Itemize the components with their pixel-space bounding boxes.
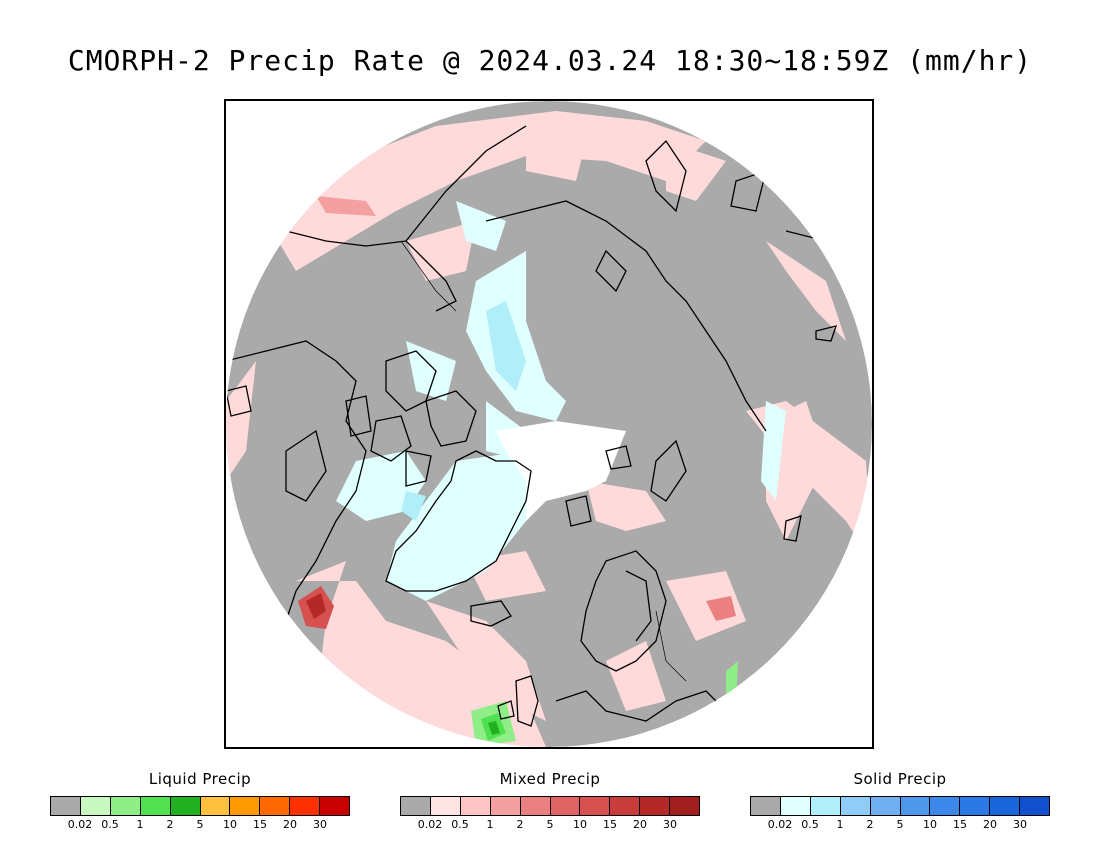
legend-tick-label: 5 (896, 818, 904, 831)
legend-swatches (750, 796, 1050, 816)
legend-swatches (400, 796, 700, 816)
legend-swatch (260, 797, 291, 815)
legend-title: Liquid Precip (148, 770, 252, 788)
legend-swatches (50, 796, 350, 816)
legend-swatch (320, 797, 350, 815)
legend-tick-label: 5 (546, 818, 554, 831)
legend-tick-label: 15 (253, 818, 267, 831)
legend-title: Solid Precip (853, 770, 947, 788)
legend-tick-label: 10 (573, 818, 587, 831)
legend-ticks: 0.02 0.5 1 2 5 10 15 20 30 (50, 818, 350, 832)
legend-swatch (840, 797, 871, 815)
legend-tick-label: 1 (136, 818, 144, 831)
legend-title: Mixed Precip (499, 770, 601, 788)
legend-swatch (900, 797, 931, 815)
legend-solid-precip: Solid Precip 0.02 0.5 1 2 5 10 15 20 30 (750, 770, 1050, 832)
legend-tick-label: 10 (223, 818, 237, 831)
legend-tick-label: 15 (603, 818, 617, 831)
polar-no-data-area (496, 421, 626, 521)
legend-tick-label: 10 (923, 818, 937, 831)
legend-tick-label: 2 (516, 818, 524, 831)
legend-swatch (870, 797, 901, 815)
legend-tick-label: 0.5 (101, 818, 119, 831)
legend-swatch (751, 797, 781, 815)
legend-tick-label: 20 (983, 818, 997, 831)
legend-swatch (401, 797, 431, 815)
polar-map (224, 99, 874, 749)
legend-swatch (610, 797, 641, 815)
legend-tick-label: 0.02 (417, 818, 443, 831)
legend-ticks: 0.02 0.5 1 2 5 10 15 20 30 (750, 818, 1050, 832)
precip-map-svg (226, 101, 872, 747)
legend-swatch (520, 797, 551, 815)
legend-tick-label: 15 (953, 818, 967, 831)
legend-swatch (51, 797, 81, 815)
legend-swatch (960, 797, 991, 815)
mixed-precip-heavy (298, 196, 736, 629)
solid-precip-moderate (401, 301, 526, 521)
legend-tick-label: 30 (313, 818, 327, 831)
legend-tick-label: 30 (663, 818, 677, 831)
legend-swatch (230, 797, 261, 815)
legend-tick-label: 20 (633, 818, 647, 831)
legend-tick-label: 5 (196, 818, 204, 831)
legend-tick-label: 1 (486, 818, 494, 831)
legend-swatch (640, 797, 671, 815)
map-title: CMORPH-2 Precip Rate @ 2024.03.24 18:30~… (67, 44, 1033, 77)
legend-swatch (990, 797, 1021, 815)
legend-swatch (670, 797, 700, 815)
legend-tick-label: 2 (866, 818, 874, 831)
legend-swatch (200, 797, 231, 815)
legend-liquid-precip: Liquid Precip 0.02 0.5 1 2 5 10 15 20 30 (50, 770, 350, 832)
legend-swatch (80, 797, 111, 815)
legend-swatch (290, 797, 321, 815)
legend-swatch (550, 797, 581, 815)
legend-tick-label: 30 (1013, 818, 1027, 831)
legend-swatch (110, 797, 141, 815)
legend-swatch (930, 797, 961, 815)
legend-tick-label: 0.02 (67, 818, 93, 831)
legend-tick-label: 2 (166, 818, 174, 831)
legend-swatch (170, 797, 201, 815)
legend-tick-label: 0.5 (451, 818, 469, 831)
legend-swatch (810, 797, 841, 815)
legend-tick-label: 0.02 (767, 818, 793, 831)
legend-swatch (1020, 797, 1050, 815)
legend-tick-label: 0.5 (801, 818, 819, 831)
legend-swatch (490, 797, 521, 815)
legend-mixed-precip: Mixed Precip 0.02 0.5 1 2 5 10 15 20 30 (400, 770, 700, 832)
legend-swatch (780, 797, 811, 815)
legend-tick-label: 1 (836, 818, 844, 831)
legend-swatch (430, 797, 461, 815)
legend-swatch (140, 797, 171, 815)
legend-tick-label: 20 (283, 818, 297, 831)
political-borders (400, 240, 687, 682)
legend-swatch (580, 797, 611, 815)
legend-swatch (460, 797, 491, 815)
legend-ticks: 0.02 0.5 1 2 5 10 15 20 30 (400, 818, 700, 832)
